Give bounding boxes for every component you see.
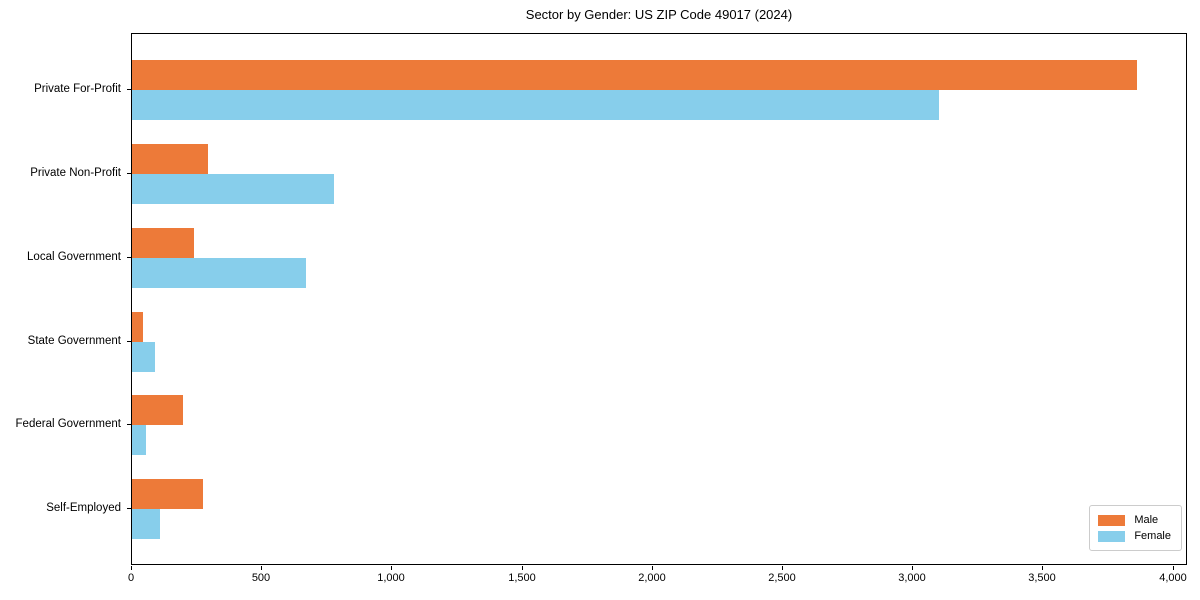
x-tick-1500	[522, 566, 523, 570]
bar-male-self-employed	[132, 479, 203, 510]
legend-entry-female: Female	[1098, 528, 1171, 544]
x-axis: 0 500 1,000 1,500 2,000 2,500 3,000 3,500 4,000	[128, 565, 1187, 595]
y-tick-local-government	[127, 256, 131, 258]
category-label-private-non-profit: Private Non-Profit	[30, 166, 121, 179]
x-tick-3000	[912, 566, 913, 570]
x-tick-1000	[391, 566, 392, 570]
bar-female-local-government	[132, 257, 306, 288]
y-axis-labels: Private For-Profit Private Non-Profit Loca…	[0, 33, 131, 565]
bar-male-local-government	[132, 227, 194, 258]
y-tick-federal-government	[127, 424, 131, 426]
category-label-federal-government: Federal Government	[15, 418, 121, 431]
category-label-local-government: Local Government	[27, 250, 121, 263]
bar-male-private-for-profit	[132, 60, 1137, 90]
x-tick-label-500: 500	[251, 572, 271, 584]
bar-female-self-employed	[132, 509, 160, 540]
chart-title: Sector by Gender: US ZIP Code 49017 (202…	[525, 7, 793, 22]
bar-female-private-non-profit	[132, 173, 334, 204]
x-tick-label-2500: 2,500	[768, 572, 796, 584]
legend-entry-male: Male	[1098, 512, 1171, 528]
category-label-self-employed: Self-Employed	[46, 502, 121, 515]
legend-label-female: Female	[1134, 530, 1171, 542]
legend-swatch-female	[1098, 530, 1126, 542]
x-tick-2000	[652, 566, 653, 570]
bar-male-private-non-profit	[132, 143, 208, 174]
x-tick-label-3500: 3,500	[1028, 572, 1056, 584]
x-tick-label-2000: 2,000	[638, 572, 666, 584]
x-tick-label-1000: 1,000	[377, 572, 405, 584]
x-tick-4000	[1173, 566, 1174, 570]
x-tick-2500	[782, 566, 783, 570]
x-tick-3500	[1042, 566, 1043, 570]
plot-area: Male Female	[131, 33, 1187, 565]
bar-female-federal-government	[132, 425, 146, 456]
bar-male-state-government	[132, 311, 143, 342]
bar-female-private-for-profit	[132, 90, 939, 120]
category-label-state-government: State Government	[27, 334, 121, 347]
x-tick-0	[131, 566, 132, 570]
y-tick-state-government	[127, 340, 131, 342]
legend: Male Female	[1089, 505, 1182, 551]
category-label-private-for-profit: Private For-Profit	[34, 83, 121, 95]
x-tick-label-0: 0	[127, 572, 135, 584]
x-tick-label-1500: 1,500	[508, 572, 536, 584]
x-tick-label-4000: 4,000	[1159, 572, 1187, 584]
bar-female-state-government	[132, 341, 155, 372]
x-tick-label-3000: 3,000	[898, 572, 926, 584]
bar-male-federal-government	[132, 395, 183, 426]
legend-label-male: Male	[1134, 514, 1159, 526]
y-tick-self-employed	[127, 508, 131, 510]
y-tick-private-non-profit	[127, 172, 131, 174]
y-tick-private-for-profit	[127, 89, 131, 90]
legend-swatch-male	[1098, 514, 1126, 526]
x-tick-500	[261, 566, 262, 570]
